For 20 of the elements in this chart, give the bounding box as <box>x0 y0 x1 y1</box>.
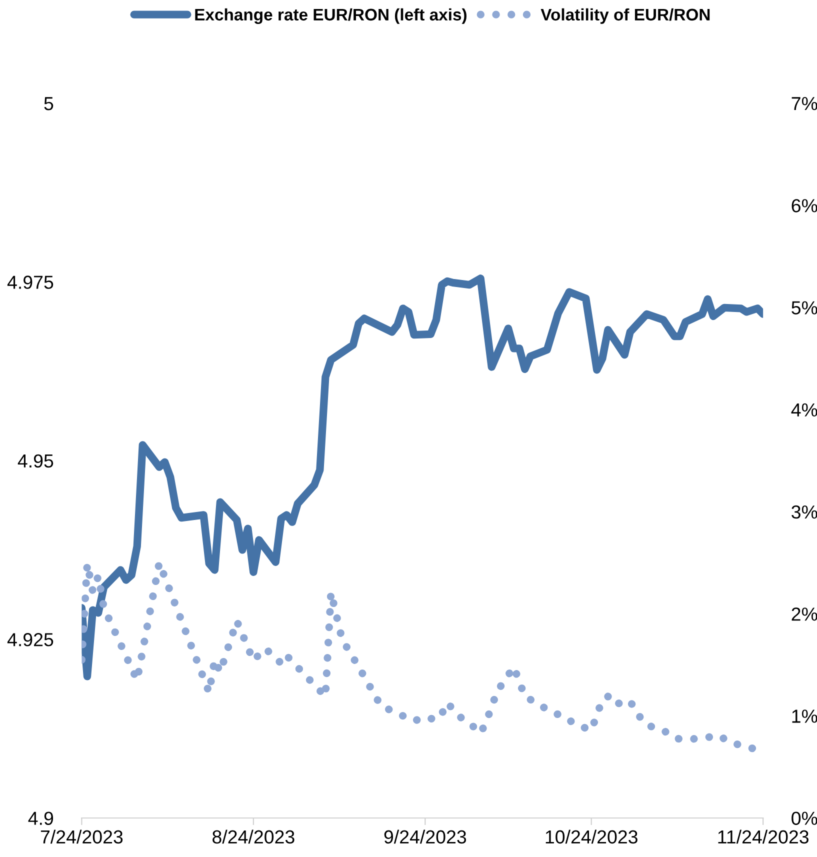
x-tick-label: 10/24/2023 <box>546 830 638 844</box>
y-tick-label: 4.9 <box>28 812 54 825</box>
y-tick-label: 4.975 <box>7 276 54 289</box>
x-tick-label: 7/24/2023 <box>40 830 123 844</box>
y2-tick-label: 5% <box>792 301 817 314</box>
y2-tick-label: 4% <box>791 403 817 416</box>
y2-tick-label: 1% <box>792 710 817 723</box>
x-tick-label: 8/24/2023 <box>212 830 294 844</box>
x-tick-label: 11/24/2023 <box>718 830 808 844</box>
y-tick-label: 4.925 <box>7 633 54 646</box>
legend-label: Volatility of EUR/RON <box>540 8 710 24</box>
y2-tick-label: 3% <box>792 505 817 519</box>
y2-tick-label: 7% <box>792 97 817 110</box>
y-tick-label: 5 <box>44 97 54 110</box>
y2-tick-label: 2% <box>792 607 817 621</box>
x-tick-label: 9/24/2023 <box>384 830 466 844</box>
y2-tick-label: 0% <box>792 812 817 825</box>
y-tick-label: 4.95 <box>18 454 54 468</box>
legend-label: Exchange rate EUR/RON (left axis) <box>195 8 466 24</box>
y2-tick-label: 6% <box>792 199 817 212</box>
